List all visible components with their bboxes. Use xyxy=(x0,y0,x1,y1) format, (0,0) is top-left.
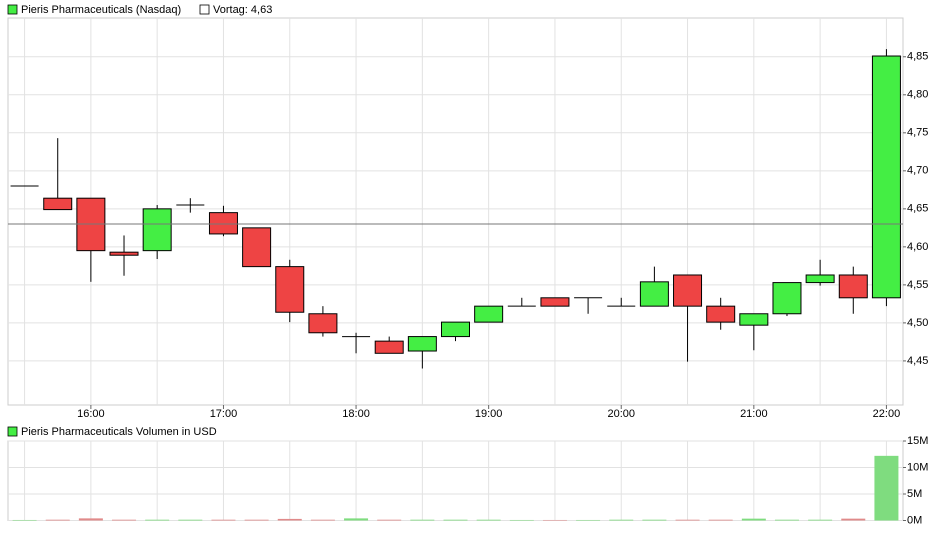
volume-bar xyxy=(410,519,435,521)
volume-bar xyxy=(12,519,37,521)
x-tick-label: 22:00 xyxy=(873,408,901,420)
volume-bar xyxy=(841,518,866,521)
x-tick-label: 19:00 xyxy=(475,408,503,420)
volume-bar xyxy=(576,519,601,521)
candle-body xyxy=(441,321,470,338)
volume-bar xyxy=(178,519,203,521)
candle-body xyxy=(673,274,703,307)
y-tick-label: 4,70 xyxy=(907,165,928,177)
candle-body xyxy=(871,55,901,299)
y-tick-label: 15M xyxy=(907,435,928,447)
y-tick-label: 4,85 xyxy=(907,51,928,63)
candle-body xyxy=(838,274,868,299)
volume-bar xyxy=(808,519,833,521)
volume-bar xyxy=(741,518,766,521)
x-tick-label: 16:00 xyxy=(77,408,105,420)
candle-body xyxy=(474,305,504,323)
volume-bar xyxy=(443,519,468,521)
legend-label: Pieris Pharmaceuticals (Nasdaq) xyxy=(21,4,181,16)
legend-label: Pieris Pharmaceuticals Volumen in USD xyxy=(21,426,217,438)
candle-body xyxy=(242,227,272,268)
legend-label: Vortag: 4,63 xyxy=(213,4,272,16)
legend-swatch xyxy=(7,4,18,15)
candle-body xyxy=(407,336,437,352)
x-tick-label: 18:00 xyxy=(342,408,370,420)
y-tick-label: 5M xyxy=(907,488,922,500)
y-tick-label: 4,55 xyxy=(907,279,928,291)
volume-bar xyxy=(112,519,137,521)
volume-bar xyxy=(708,519,733,521)
volume-bar xyxy=(476,519,501,521)
legend-swatch xyxy=(7,426,18,437)
volume-bar xyxy=(675,519,700,521)
volume-bar xyxy=(310,519,335,521)
y-tick-label: 4,75 xyxy=(907,127,928,139)
y-tick-label: 4,60 xyxy=(907,241,928,253)
y-tick-label: 4,50 xyxy=(907,317,928,329)
candle-body xyxy=(374,340,404,354)
y-tick-label: 4,80 xyxy=(907,89,928,101)
legend-swatch xyxy=(199,4,210,15)
volume-bar xyxy=(78,518,103,521)
volume-bar xyxy=(874,455,899,521)
y-tick-label: 0M xyxy=(907,514,922,526)
volume-bar xyxy=(642,519,667,521)
volume-bar xyxy=(145,519,170,521)
plot-area xyxy=(7,440,904,521)
plot-area xyxy=(7,17,904,406)
candle-body xyxy=(706,305,736,323)
candle-body xyxy=(540,297,570,307)
x-tick-label: 17:00 xyxy=(210,408,238,420)
volume-bar xyxy=(277,518,302,521)
candle-body xyxy=(109,251,139,256)
volume-bar xyxy=(244,519,269,521)
volume-bar xyxy=(45,519,70,521)
y-tick-label: 4,45 xyxy=(907,355,928,367)
volume-bar xyxy=(774,519,799,521)
candle-body xyxy=(772,282,802,315)
x-tick-label: 21:00 xyxy=(740,408,768,420)
volume-bar xyxy=(211,519,236,521)
candle-body xyxy=(208,212,238,235)
y-tick-label: 4,65 xyxy=(907,203,928,215)
volume-bar xyxy=(542,519,567,521)
volume-bar xyxy=(609,519,634,521)
candle-body xyxy=(308,313,338,334)
y-tick-label: 10M xyxy=(907,461,928,473)
candle-body xyxy=(275,266,305,313)
volume-bar xyxy=(509,519,534,521)
candle-body xyxy=(739,313,769,326)
volume-bar xyxy=(377,519,402,521)
volume-bar xyxy=(344,518,369,521)
x-tick-label: 20:00 xyxy=(607,408,635,420)
candle-body xyxy=(43,197,73,211)
candle-body xyxy=(142,208,172,252)
candle-body xyxy=(639,281,669,307)
candle-body xyxy=(805,274,835,284)
